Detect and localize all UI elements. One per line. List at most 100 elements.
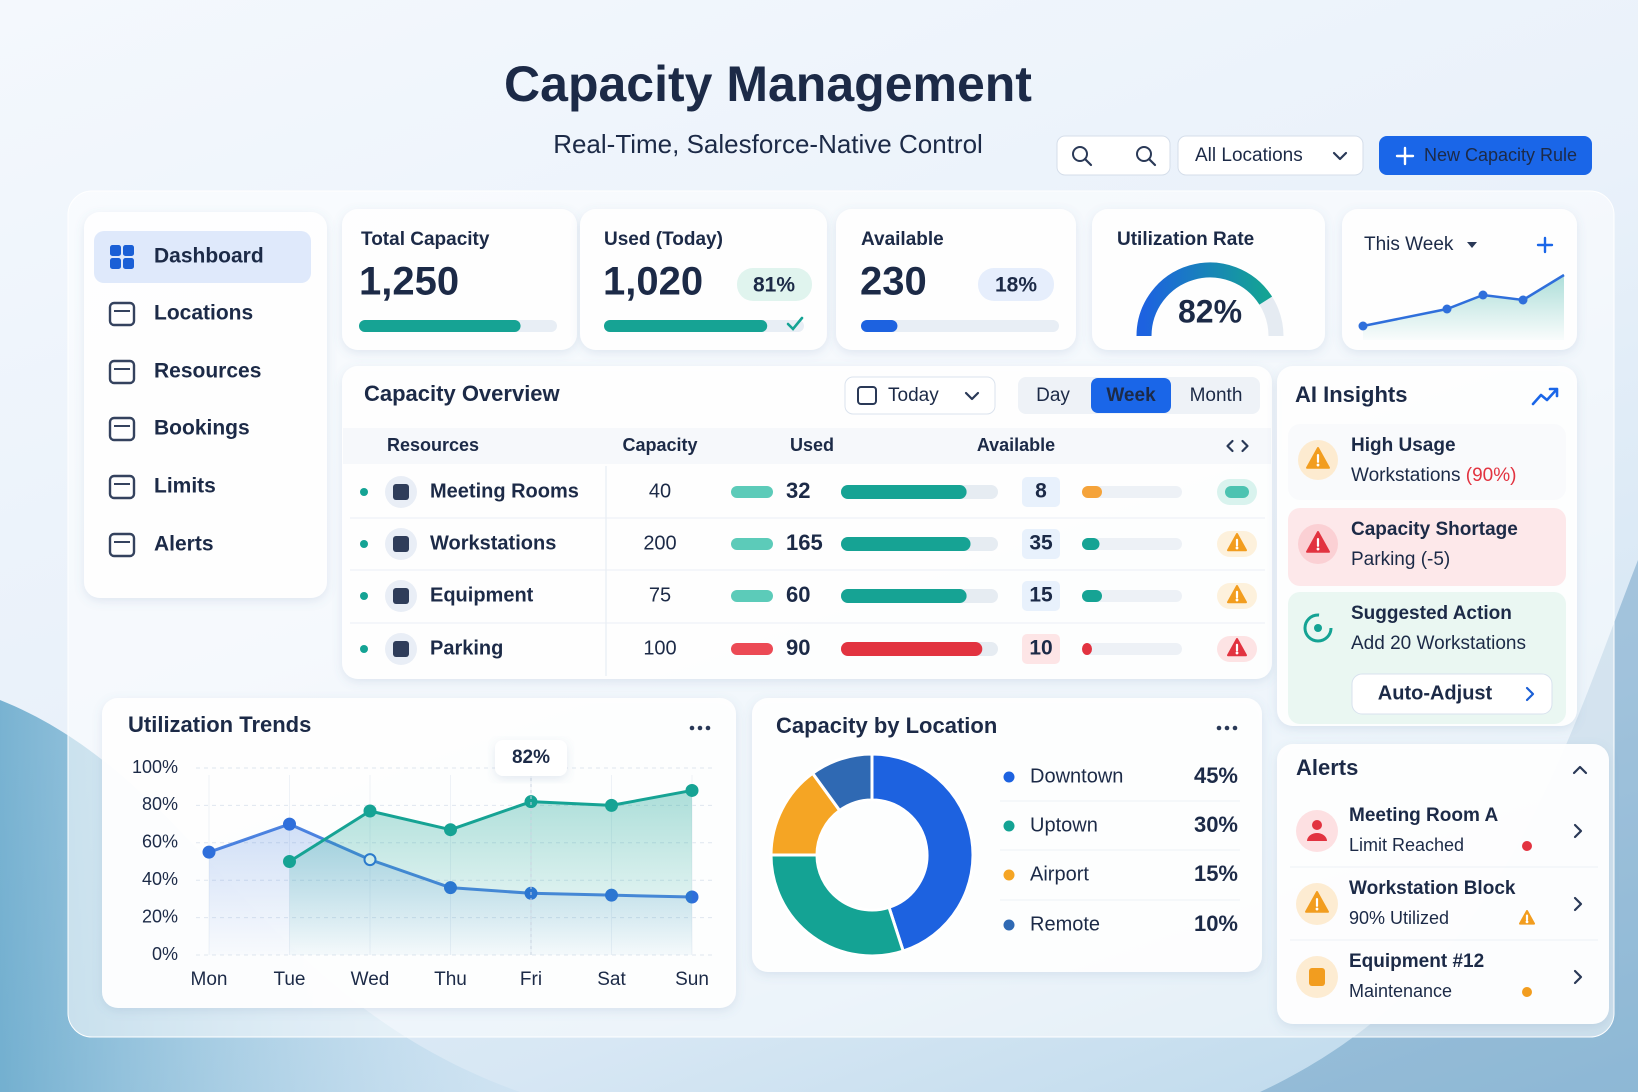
insight-detail: Parking (-5) <box>1351 549 1450 570</box>
resource-icon-glyph <box>393 484 409 500</box>
legend-dot <box>1003 869 1015 881</box>
insight-detail-text: Parking (-5) <box>1351 549 1450 570</box>
sparkline-point <box>1518 295 1528 305</box>
row-dot <box>360 488 368 496</box>
x-tick-label: Wed <box>351 969 390 990</box>
warning-icon-dot <box>1316 547 1320 551</box>
new-rule-label: New Capacity Rule <box>1424 145 1577 165</box>
more-icon <box>697 725 703 731</box>
search-box[interactable] <box>1056 135 1171 176</box>
available-bar <box>1082 590 1102 602</box>
alert-detail: Limit Reached <box>1349 835 1464 855</box>
insight-card <box>1288 508 1566 586</box>
alert-title: Equipment #12 <box>1349 951 1484 972</box>
used-bar <box>841 537 971 551</box>
legend-label: Downtown <box>1030 765 1123 787</box>
more-icon <box>1216 725 1222 731</box>
progress-bar <box>861 320 898 332</box>
available-value: 15 <box>1029 584 1053 607</box>
capacity-value: 100 <box>643 637 676 659</box>
chevron-icon <box>1525 686 1535 702</box>
insight-title: High Usage <box>1351 435 1456 456</box>
search-icon <box>1147 157 1157 167</box>
resource-icon-glyph <box>393 641 409 657</box>
auto-adjust-label: Auto-Adjust <box>1378 682 1493 704</box>
location-dropdown[interactable] <box>1177 135 1364 176</box>
used-pill <box>731 538 773 550</box>
more-icon <box>1224 725 1230 731</box>
chevron-icon <box>1572 765 1588 775</box>
line-point <box>283 817 296 831</box>
calendar-icon <box>857 386 877 405</box>
alert-icon <box>1312 820 1322 830</box>
plus-icon <box>1536 236 1554 254</box>
legend-dot <box>1003 771 1015 783</box>
search-icon <box>1083 157 1093 167</box>
location-filter-label: All Locations <box>1195 145 1303 166</box>
legend-value: 30% <box>1194 812 1238 837</box>
tab: Day <box>1036 385 1070 406</box>
tab-active[interactable] <box>1091 378 1171 413</box>
progress-track <box>861 320 1059 332</box>
used-bar <box>841 485 967 499</box>
available-bar <box>1082 538 1100 550</box>
insight-detail: Add 20 Workstations <box>1351 633 1526 654</box>
y-tick-label: 0% <box>152 944 178 964</box>
nav-item: Limits <box>154 475 216 498</box>
table-header-bg <box>343 428 1271 464</box>
used-pill <box>731 643 773 655</box>
line-point <box>363 804 377 818</box>
alert-status-dot <box>1522 841 1532 851</box>
y-tick-label: 60% <box>142 832 178 852</box>
donut-segment <box>810 752 874 813</box>
alert-detail: Maintenance <box>1349 981 1452 1001</box>
column-header: Resources <box>387 435 479 455</box>
line-point <box>283 855 296 868</box>
alert-status-dot <box>1522 987 1532 997</box>
chevron-icon <box>1241 439 1249 453</box>
caret-icon <box>1467 242 1477 248</box>
used-bar <box>841 642 983 656</box>
available-value: 35 <box>1029 532 1053 555</box>
donut-segment <box>769 853 906 958</box>
panel-title: Alerts <box>1296 755 1358 780</box>
resource-name: Workstations <box>430 532 556 554</box>
y-tick-label: 80% <box>142 794 178 814</box>
alert-icon <box>1307 833 1327 841</box>
chevron-icon <box>1573 896 1583 912</box>
kpi-badge: 81% <box>753 274 795 297</box>
y-tick-label: 20% <box>142 906 178 926</box>
available-bar <box>1082 643 1092 655</box>
panel-title: Capacity by Location <box>776 713 997 738</box>
legend-label: Remote <box>1030 913 1100 935</box>
legend-label: Uptown <box>1030 814 1098 836</box>
warning-icon-dot <box>1315 907 1319 911</box>
legend-dot <box>1003 820 1015 832</box>
available-bar <box>1082 486 1102 498</box>
date-dropdown[interactable] <box>844 376 996 415</box>
y-tick-label: 100% <box>132 757 178 777</box>
warning-icon-dot <box>1235 651 1239 655</box>
nav-icon <box>110 245 121 256</box>
kpi-label: Utilization Rate <box>1117 229 1254 250</box>
y-tick-label: 40% <box>142 869 178 889</box>
nav-icon <box>108 532 136 558</box>
kpi-value: 230 <box>860 260 927 304</box>
insight-highlight: (90%) <box>1466 465 1517 486</box>
alert-detail: 90% Utilized <box>1349 908 1449 928</box>
kpi-label: Used (Today) <box>604 229 723 250</box>
warning-icon-dot <box>1525 920 1529 924</box>
resource-name: Parking <box>430 637 503 659</box>
used-value: 60 <box>786 582 810 607</box>
badge <box>737 268 812 301</box>
sparkline-point <box>1442 304 1452 314</box>
chevron-icon <box>1573 969 1583 985</box>
available-track <box>1082 643 1182 655</box>
capacity-value: 200 <box>643 532 676 554</box>
kpi-label: Available <box>861 229 944 250</box>
warning-icon-dot <box>1235 598 1239 602</box>
column-header: Available <box>977 435 1055 455</box>
new-rule-button[interactable] <box>1379 136 1592 175</box>
auto-adjust-button[interactable] <box>1351 673 1553 715</box>
